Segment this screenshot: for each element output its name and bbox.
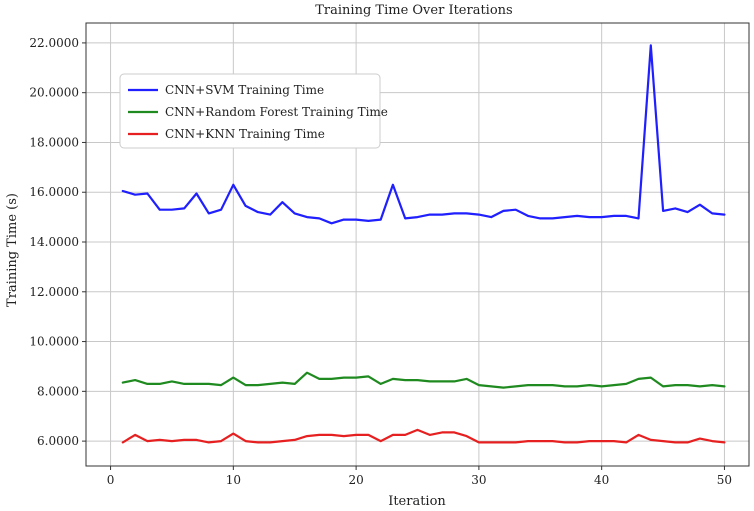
chart-title: Training Time Over Iterations [315, 3, 512, 18]
x-tick-label: 30 [471, 473, 486, 487]
legend-label: CNN+KNN Training Time [165, 127, 325, 141]
series-line-2 [121, 371, 726, 389]
legend-label: CNN+Random Forest Training Time [165, 105, 388, 119]
series-line-3 [121, 428, 726, 444]
legend-box [119, 73, 381, 149]
y-tick-label: 20.0000 [29, 86, 79, 100]
plot-frame [85, 22, 750, 467]
y-tick-label: 22.0000 [29, 36, 79, 50]
y-axis-label: Training Time (s) [5, 193, 20, 307]
y-tick-label: 6.0000 [37, 434, 79, 448]
series-line-1 [121, 44, 726, 225]
x-axis-label: Iteration [388, 494, 446, 509]
x-tick-label: 0 [107, 473, 115, 487]
y-tick-label: 12.0000 [29, 285, 79, 299]
y-tick-label: 16.0000 [29, 185, 79, 199]
x-tick-label: 20 [348, 473, 363, 487]
y-tick-label: 18.0000 [29, 135, 79, 149]
x-tick-label: 50 [717, 473, 732, 487]
x-tick-label: 10 [226, 473, 241, 487]
legend-label: CNN+SVM Training Time [165, 83, 324, 97]
y-tick-label: 8.0000 [37, 384, 79, 398]
grid-layer [86, 23, 749, 466]
y-tick-label: 14.0000 [29, 235, 79, 249]
x-tick-label: 40 [594, 473, 609, 487]
legend: CNN+SVM Training Time CNN+Random Forest T… [119, 73, 388, 149]
y-tick-label: 10.0000 [29, 335, 79, 349]
series-layer [121, 44, 726, 444]
ticks-layer: 0 10 20 30 40 50 6.0000 8.0000 10.0000 12.0000 14.… [29, 36, 732, 487]
